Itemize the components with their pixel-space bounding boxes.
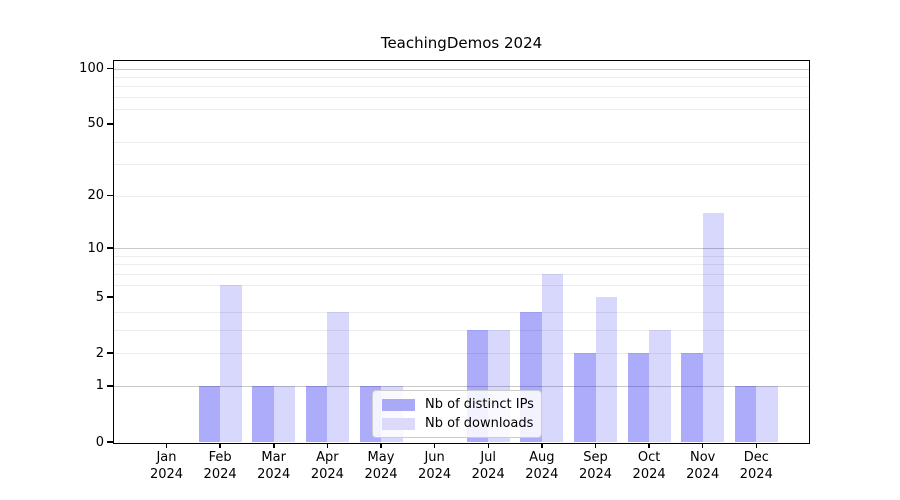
x-tick-sep: [594, 443, 597, 448]
x-tick-label-aug: Aug 2024: [525, 450, 559, 482]
x-tick-label-jun: Jun 2024: [418, 450, 452, 482]
y-tick-2: [107, 352, 113, 354]
gridline-minor-20: [114, 195, 809, 197]
x-tick-jul: [487, 443, 489, 448]
gridline-major-10: [114, 248, 809, 249]
gridline-major-1: [114, 385, 809, 387]
bar-distinct-ips-nov: [681, 353, 703, 442]
x-tick-label-nov: Nov 2024: [686, 450, 720, 482]
x-tick-label-may: May 2024: [364, 450, 398, 482]
legend: Nb of distinct IPs Nb of downloads: [372, 390, 542, 438]
x-tick-label-feb: Feb 2024: [203, 450, 237, 482]
legend-swatch-distinct-ips: [382, 398, 415, 411]
bar-distinct-ips-dec: [734, 385, 757, 442]
y-tick-10: [107, 247, 113, 249]
gridline-minor-60: [114, 109, 809, 111]
bar-downloads-oct: [649, 329, 671, 442]
x-tick-label-jan: Jan 2024: [149, 450, 184, 482]
y-tick-label-20: 20: [87, 188, 104, 204]
x-tick-jun: [433, 443, 436, 448]
gridline-minor-2: [114, 353, 809, 355]
y-tick-1: [107, 385, 113, 387]
bar-downloads-sep: [595, 297, 617, 442]
bar-downloads-feb: [220, 284, 242, 442]
x-tick-jan: [165, 443, 168, 448]
y-tick-label-10: 10: [87, 240, 104, 256]
bar-downloads-mar: [273, 385, 296, 442]
y-tick-50: [107, 123, 113, 125]
legend-item-distinct-ips: Nb of distinct IPs: [382, 397, 534, 412]
x-tick-apr: [326, 443, 329, 448]
gridline-minor-6: [114, 284, 809, 286]
gridline-minor-80: [114, 86, 809, 88]
bar-downloads-aug: [541, 273, 564, 442]
x-tick-aug: [541, 443, 543, 448]
gridline-minor-70: [114, 97, 809, 99]
gridline-minor-9: [114, 255, 809, 257]
y-tick-label-100: 100: [79, 61, 104, 77]
bar-downloads-dec: [756, 385, 778, 442]
legend-item-downloads: Nb of downloads: [382, 416, 534, 431]
x-tick-label-mar: Mar 2024: [257, 450, 291, 482]
y-tick-label-2: 2: [95, 345, 104, 361]
chart-title: TeachingDemos 2024: [380, 34, 543, 52]
gridline-minor-3: [114, 329, 809, 331]
x-tick-dec: [755, 443, 758, 448]
x-tick-label-oct: Oct 2024: [632, 450, 666, 482]
gridline-minor-8: [114, 264, 809, 266]
y-tick-5: [107, 296, 113, 298]
x-tick-label-sep: Sep 2024: [578, 450, 613, 482]
y-tick-label-1: 1: [95, 378, 104, 394]
legend-label-downloads: Nb of downloads: [425, 416, 534, 431]
bar-distinct-ips-apr: [305, 385, 328, 442]
x-tick-nov: [701, 443, 704, 448]
x-tick-oct: [648, 443, 650, 448]
gridline-major-100: [114, 68, 809, 70]
x-tick-label-apr: Apr 2024: [310, 450, 344, 482]
y-tick-label-50: 50: [87, 116, 104, 132]
plot-area: 0 1 2 5 10 20 50 100 Jan 2024 Feb 2024 Mar 2024 Apr 20…: [79, 60, 810, 482]
gridline-minor-7: [114, 273, 809, 275]
gridline-minor-30: [114, 164, 809, 166]
gridline-minor-4: [114, 311, 809, 313]
bar-distinct-ips-mar: [252, 385, 274, 442]
x-tick-may: [380, 443, 382, 448]
legend-swatch-downloads: [382, 417, 415, 430]
legend-label-distinct-ips: Nb of distinct IPs: [425, 397, 534, 412]
bar-downloads-nov: [702, 212, 725, 442]
y-tick-label-0: 0: [95, 434, 104, 450]
bar-distinct-ips-oct: [627, 353, 650, 442]
bar-distinct-ips-sep: [574, 353, 596, 442]
y-tick-20: [107, 194, 113, 197]
y-tick-0: [107, 441, 113, 443]
bar-distinct-ips-feb: [198, 385, 221, 442]
x-tick-feb: [219, 443, 221, 448]
x-tick-label-dec: Dec 2024: [739, 450, 773, 482]
bar-downloads-apr: [327, 311, 349, 442]
x-tick-label-jul: Jul 2024: [471, 450, 505, 482]
gridline-minor-40: [114, 141, 809, 143]
y-tick-label-5: 5: [95, 289, 104, 305]
x-tick-mar: [273, 443, 275, 448]
y-tick-100: [107, 67, 113, 70]
gridline-minor-90: [114, 77, 809, 78]
